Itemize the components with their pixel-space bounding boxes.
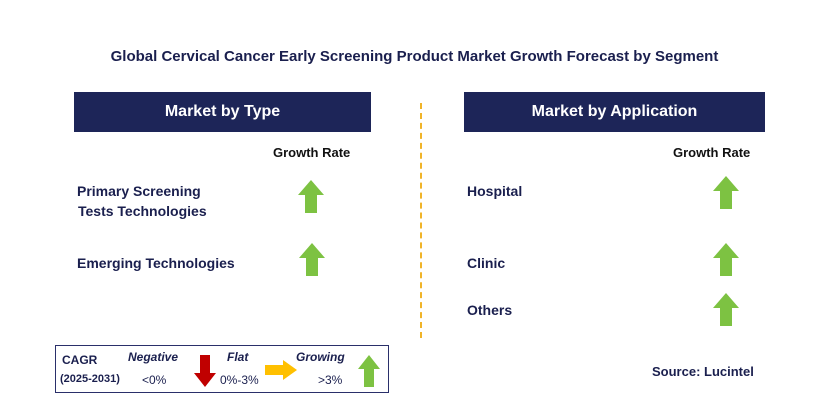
up-arrow-icon	[298, 180, 324, 213]
type-growth-rate-label: Growth Rate	[273, 145, 351, 160]
legend-growing-range: >3%	[318, 373, 343, 387]
legend-period: (2025-2031)	[60, 373, 120, 385]
application-row-clinic: Clinic	[467, 255, 506, 271]
market-by-type-header: Market by Type	[74, 92, 371, 132]
up-arrow-icon	[299, 243, 325, 276]
type-row-emerging-technologies: Emerging Technologies	[77, 255, 235, 271]
application-row-hospital: Hospital	[467, 183, 523, 199]
legend-negative-range: <0%	[142, 373, 167, 387]
up-arrow-icon	[713, 176, 739, 209]
legend-negative-label: Negative	[128, 350, 179, 364]
legend-cagr-label: CAGR	[62, 353, 98, 367]
type-row-label-line1: Primary Screening	[77, 183, 201, 199]
panel-divider	[420, 103, 422, 338]
market-by-application-header: Market by Application	[464, 92, 765, 132]
down-arrow-icon	[194, 355, 216, 387]
application-growth-rate-label: Growth Rate	[673, 145, 751, 160]
up-arrow-icon	[713, 293, 739, 326]
source-note: Source: Lucintel	[652, 364, 754, 379]
legend-flat-label: Flat	[227, 350, 249, 364]
application-row-others: Others	[467, 302, 513, 318]
legend-growing-label: Growing	[296, 350, 345, 364]
cagr-legend: CAGR (2025-2031) Negative <0% Flat 0%-3%…	[55, 345, 389, 393]
up-arrow-icon	[713, 243, 739, 276]
type-row-label-line2: Tests Technologies	[78, 203, 207, 219]
type-row-primary-screening: Primary Screening Tests Technologies	[77, 181, 207, 221]
right-arrow-icon	[265, 360, 297, 380]
up-arrow-icon	[358, 355, 380, 387]
legend-flat-range: 0%-3%	[220, 373, 259, 387]
chart-title: Global Cervical Cancer Early Screening P…	[110, 48, 719, 65]
